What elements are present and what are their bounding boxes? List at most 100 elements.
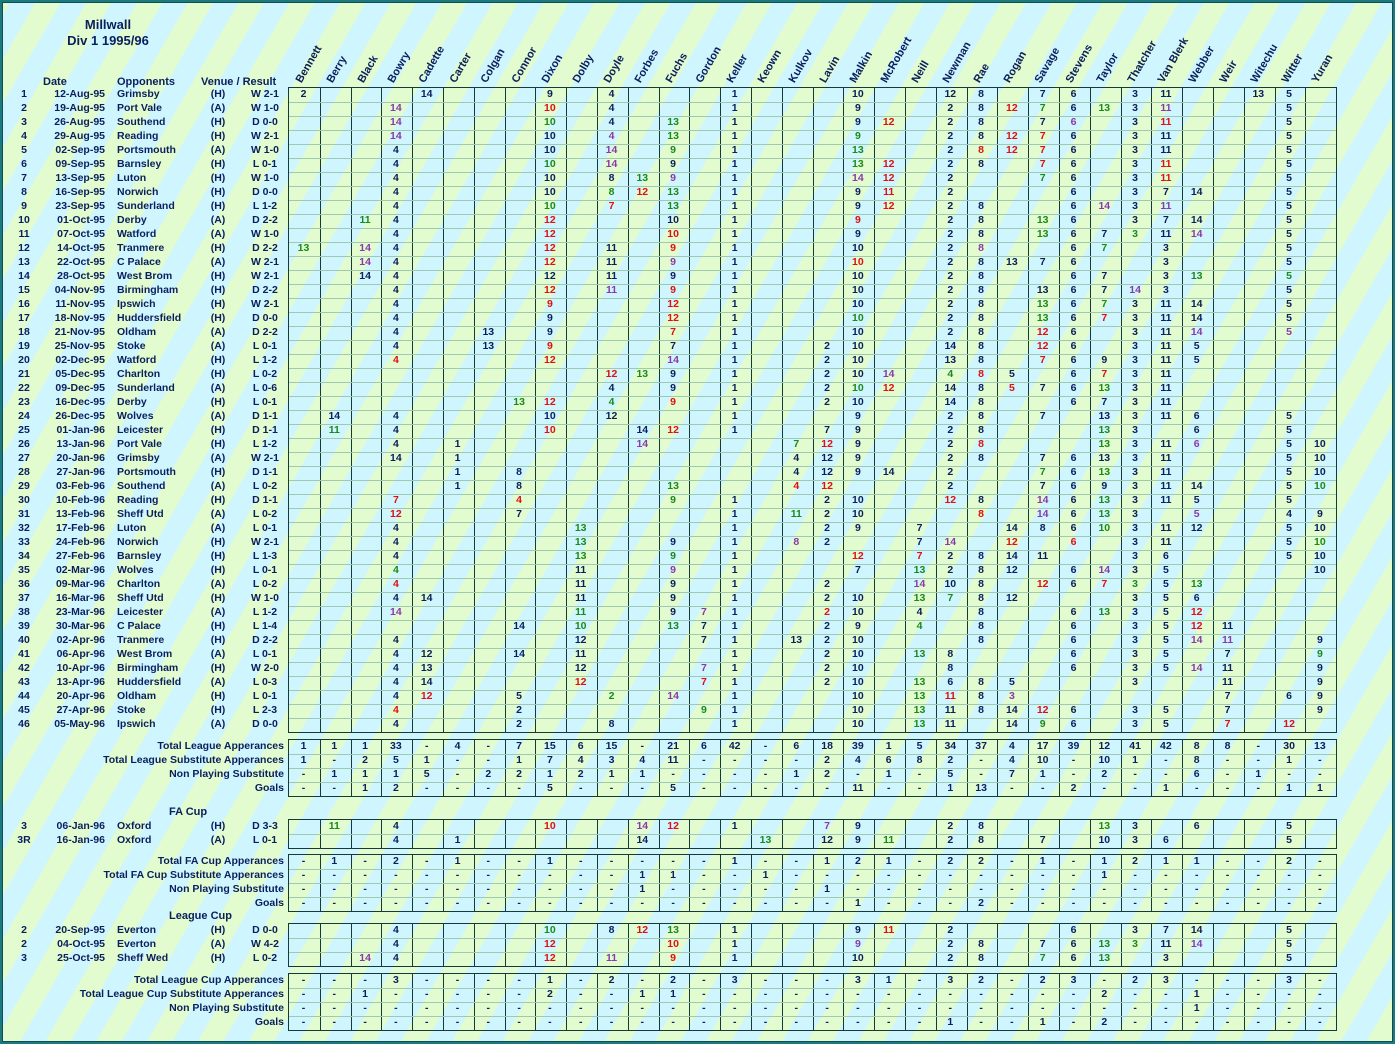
shirt-number: 9: [670, 270, 677, 282]
shirt-number: 3: [1132, 144, 1139, 156]
shirt-number: 6: [1070, 634, 1077, 646]
shirt-number: 9: [670, 284, 677, 296]
shirt-number: 7: [516, 508, 523, 520]
shirt-number: 1: [731, 494, 738, 506]
shirt-number: 4: [392, 410, 399, 422]
total-value: -: [1010, 782, 1014, 794]
shirt-number: 6: [1070, 102, 1077, 114]
total-value: -: [1287, 768, 1291, 780]
shirt-number: 11: [1160, 144, 1172, 156]
match-number: 18: [18, 326, 30, 338]
match-number: 4: [21, 130, 27, 142]
shirt-number: 1: [731, 396, 738, 408]
shirt-number: 7: [1039, 144, 1046, 156]
fa-cup-match-row: 3 06-Jan-96 Oxford (H) D 3-3 11 4 10 14 12 1 7 9 2 8 13…: [3, 819, 1392, 833]
shirt-number: 7: [1162, 186, 1169, 198]
total-value: -: [486, 855, 491, 867]
total-value: -: [363, 974, 367, 986]
match-number: 16: [18, 298, 30, 310]
total-value: -: [332, 754, 337, 766]
result: D 2-2: [252, 634, 278, 646]
total-value: -: [301, 1002, 306, 1014]
shirt-number: 4: [392, 536, 399, 548]
match-number: 8: [21, 186, 27, 198]
shirt-number: 11: [790, 508, 802, 520]
total-value: 4: [1008, 740, 1015, 752]
total-value: 21: [667, 740, 679, 752]
grid-row-line: [289, 704, 1337, 705]
venue: (H): [210, 620, 226, 632]
shirt-number: 9: [1101, 354, 1108, 366]
venue: (A): [210, 718, 226, 730]
total-value: -: [394, 883, 398, 895]
shirt-number: 8: [978, 620, 985, 632]
result: D 3-3: [252, 820, 278, 832]
shirt-number: 5: [1162, 592, 1169, 604]
total-value: 3: [392, 974, 399, 986]
opponent: Luton: [117, 522, 147, 534]
total-value: 37: [975, 740, 987, 752]
shirt-number: 6: [1286, 690, 1293, 702]
match-date: 17-Feb-96: [55, 522, 105, 534]
shirt-number: 6: [1070, 396, 1077, 408]
shirt-number: 13: [513, 396, 525, 408]
shirt-number: 11: [1160, 102, 1172, 114]
shirt-number: 4: [392, 662, 399, 674]
total-value: -: [794, 782, 799, 794]
total-value: -: [455, 1002, 460, 1014]
result: L 1-3: [252, 550, 278, 562]
total-value: -: [1225, 754, 1230, 766]
shirt-number: 7: [1162, 214, 1169, 226]
shirt-number: 11: [1160, 452, 1172, 464]
player-name: Weir: [1217, 58, 1240, 85]
grid-row-line: [289, 494, 1337, 495]
opponent: Norwich: [117, 536, 159, 548]
shirt-number: 13: [1098, 606, 1111, 618]
shirt-number: 14: [390, 102, 402, 114]
shirt-number: 14: [1190, 634, 1203, 646]
total-value: -: [486, 883, 491, 895]
shirt-number: 14: [636, 424, 649, 436]
shirt-number: 14: [1190, 326, 1203, 338]
total-value: -: [332, 897, 337, 909]
grid-row-line: [289, 172, 1337, 173]
shirt-number: 8: [978, 298, 985, 310]
league-match-row: 38 23-Mar-96 Leicester (A) L 1-2 14 11 9 7 1 2 10 4 8…: [3, 605, 1392, 619]
total-value: -: [363, 1016, 367, 1028]
total-value: 6: [793, 740, 800, 752]
total-value: -: [763, 1002, 768, 1014]
player-name: Doyle: [601, 53, 627, 85]
totals-label: Total League Cup Substitute Apperances: [79, 988, 284, 1000]
grid-row-line: [289, 158, 1337, 159]
total-value: 10: [1036, 754, 1049, 766]
shirt-number: 12: [636, 924, 649, 936]
section-title: League Cup: [169, 910, 232, 922]
total-value: 1: [362, 768, 369, 780]
shirt-number: 8: [978, 508, 985, 520]
result: D 1-1: [252, 466, 278, 478]
total-value: -: [578, 883, 583, 895]
shirt-number: 13: [667, 116, 679, 128]
opponent: Barnsley: [117, 158, 162, 170]
opponent: Huddersfield: [117, 676, 182, 688]
shirt-number: 10: [544, 200, 556, 212]
shirt-number: 8: [978, 834, 985, 846]
shirt-number: 8: [978, 270, 985, 282]
opponent: Barnsley: [117, 550, 162, 562]
shirt-number: 12: [882, 116, 895, 128]
total-value: -: [301, 768, 306, 780]
shirt-number: 8: [978, 158, 985, 170]
player-name: Gordon: [693, 44, 725, 85]
shirt-number: 10: [544, 130, 556, 142]
league-match-row: 40 02-Apr-96 Tranmere (H) D 2-2 4 12 7 1 13 2 10 8 6 3…: [3, 633, 1392, 647]
grid-column-line: [1243, 924, 1245, 966]
shirt-number: 8: [516, 466, 523, 478]
player-name: Stevens: [1063, 42, 1096, 85]
shirt-number: 7: [670, 340, 677, 352]
venue: (A): [210, 410, 226, 422]
match-number: 9: [21, 200, 27, 212]
total-value: -: [948, 883, 953, 895]
grid-row-line: [289, 782, 1337, 783]
shirt-number: 9: [670, 382, 677, 394]
result: L 0-2: [252, 368, 278, 380]
